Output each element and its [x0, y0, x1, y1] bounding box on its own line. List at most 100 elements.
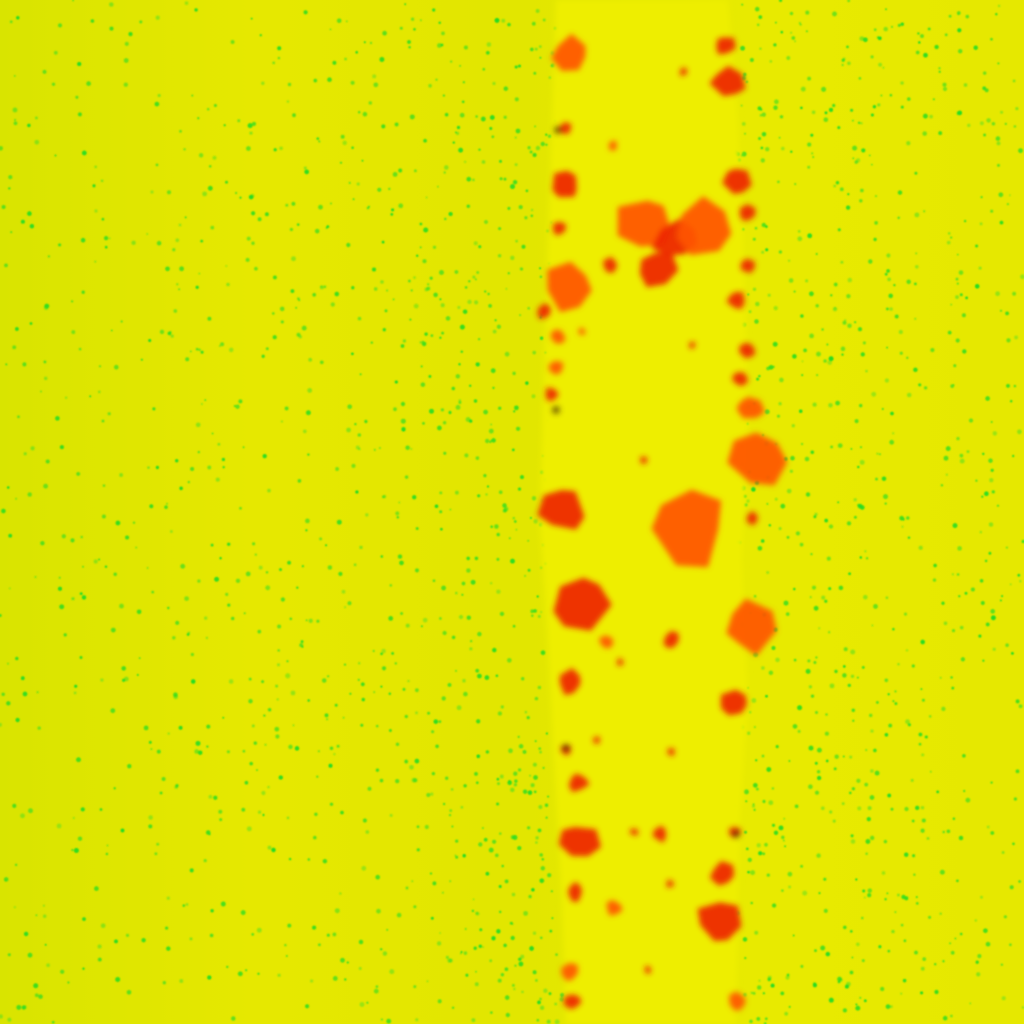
green-speckle	[239, 506, 242, 510]
green-speckle	[524, 216, 528, 220]
green-speckle	[439, 336, 442, 339]
green-speckle	[189, 868, 194, 873]
green-speckle	[217, 442, 221, 446]
green-speckle	[942, 959, 945, 963]
dark-spot	[732, 830, 740, 838]
green-speckle	[471, 178, 475, 182]
green-speckle	[893, 283, 896, 287]
green-speckle	[462, 854, 466, 858]
red-blob	[666, 879, 675, 888]
green-speckle	[261, 680, 265, 684]
green-speckle	[51, 1020, 55, 1024]
green-speckle	[478, 245, 482, 249]
green-speckle	[351, 146, 354, 149]
green-speckle	[974, 919, 978, 922]
red-blob	[709, 860, 735, 886]
green-speckle	[758, 15, 763, 19]
green-speckle	[448, 211, 453, 217]
green-speckle	[104, 565, 108, 568]
green-speckle	[297, 479, 302, 483]
green-speckle	[251, 724, 255, 728]
green-speckle	[837, 443, 843, 449]
red-blob	[558, 827, 601, 857]
green-speckle	[837, 228, 841, 232]
green-speckle	[8, 533, 13, 538]
green-speckle	[816, 853, 821, 858]
green-speckle	[762, 852, 766, 856]
green-speckle	[785, 612, 790, 616]
green-speckle	[483, 409, 488, 415]
green-speckle	[992, 431, 998, 436]
green-speckle	[828, 356, 834, 362]
green-speckle	[440, 43, 444, 47]
green-speckle	[436, 941, 442, 946]
green-speckle	[59, 445, 64, 450]
green-speckle	[801, 360, 804, 363]
green-speckle	[214, 576, 220, 582]
green-speckle	[400, 344, 405, 348]
green-speckle	[240, 910, 246, 916]
green-speckle	[911, 664, 915, 668]
green-speckle	[815, 253, 818, 255]
green-speckle	[179, 979, 184, 983]
green-speckle	[381, 240, 385, 244]
green-speckle	[832, 306, 838, 312]
green-speckle	[824, 518, 828, 523]
green-speckle	[801, 374, 804, 377]
green-speckle	[296, 332, 301, 337]
green-speckle	[404, 475, 409, 479]
green-speckle	[231, 1016, 236, 1021]
green-speckle	[794, 40, 797, 43]
green-speckle	[878, 62, 883, 67]
green-speckle	[467, 299, 472, 305]
green-speckle	[475, 668, 480, 673]
green-speckle	[513, 783, 518, 787]
green-speckle	[850, 108, 854, 112]
green-speckle	[484, 290, 487, 293]
green-speckle	[22, 362, 27, 367]
green-speckle	[234, 191, 238, 195]
green-speckle	[531, 496, 537, 501]
red-blob	[652, 825, 667, 843]
red-blob	[746, 511, 759, 526]
green-speckle	[501, 18, 506, 23]
green-speckle	[873, 237, 877, 242]
green-speckle	[892, 700, 895, 703]
red-blob	[689, 342, 696, 349]
green-speckle	[900, 81, 904, 85]
red-blob	[726, 598, 777, 656]
green-speckle	[939, 869, 945, 875]
green-speckle	[849, 970, 854, 975]
green-speckle	[502, 508, 507, 513]
green-speckle	[820, 945, 826, 951]
green-speckle	[741, 3, 744, 6]
green-speckle	[809, 596, 812, 599]
green-speckle	[799, 542, 804, 547]
green-speckle	[364, 419, 368, 424]
green-speckle	[395, 778, 400, 784]
green-speckle	[761, 131, 767, 137]
green-speckle	[521, 244, 526, 249]
red-blob	[617, 657, 624, 666]
green-speckle	[210, 909, 214, 913]
green-speckle	[449, 60, 453, 63]
green-speckle	[14, 863, 18, 867]
green-speckle	[123, 82, 129, 87]
green-speckle	[44, 943, 47, 946]
green-speckle	[389, 584, 393, 587]
green-speckle	[441, 585, 446, 591]
green-speckle	[136, 609, 142, 615]
green-speckle	[920, 966, 925, 971]
green-speckle	[847, 683, 851, 688]
green-speckle	[492, 329, 497, 334]
green-speckle	[407, 679, 410, 683]
green-speckle	[825, 713, 828, 716]
green-speckle	[323, 285, 327, 289]
green-speckle	[957, 546, 962, 551]
green-speckle	[469, 647, 473, 651]
green-speckle	[301, 325, 307, 331]
green-speckle	[373, 691, 376, 694]
green-speckle	[150, 748, 153, 751]
green-speckle	[408, 46, 411, 49]
green-speckle	[988, 458, 993, 463]
